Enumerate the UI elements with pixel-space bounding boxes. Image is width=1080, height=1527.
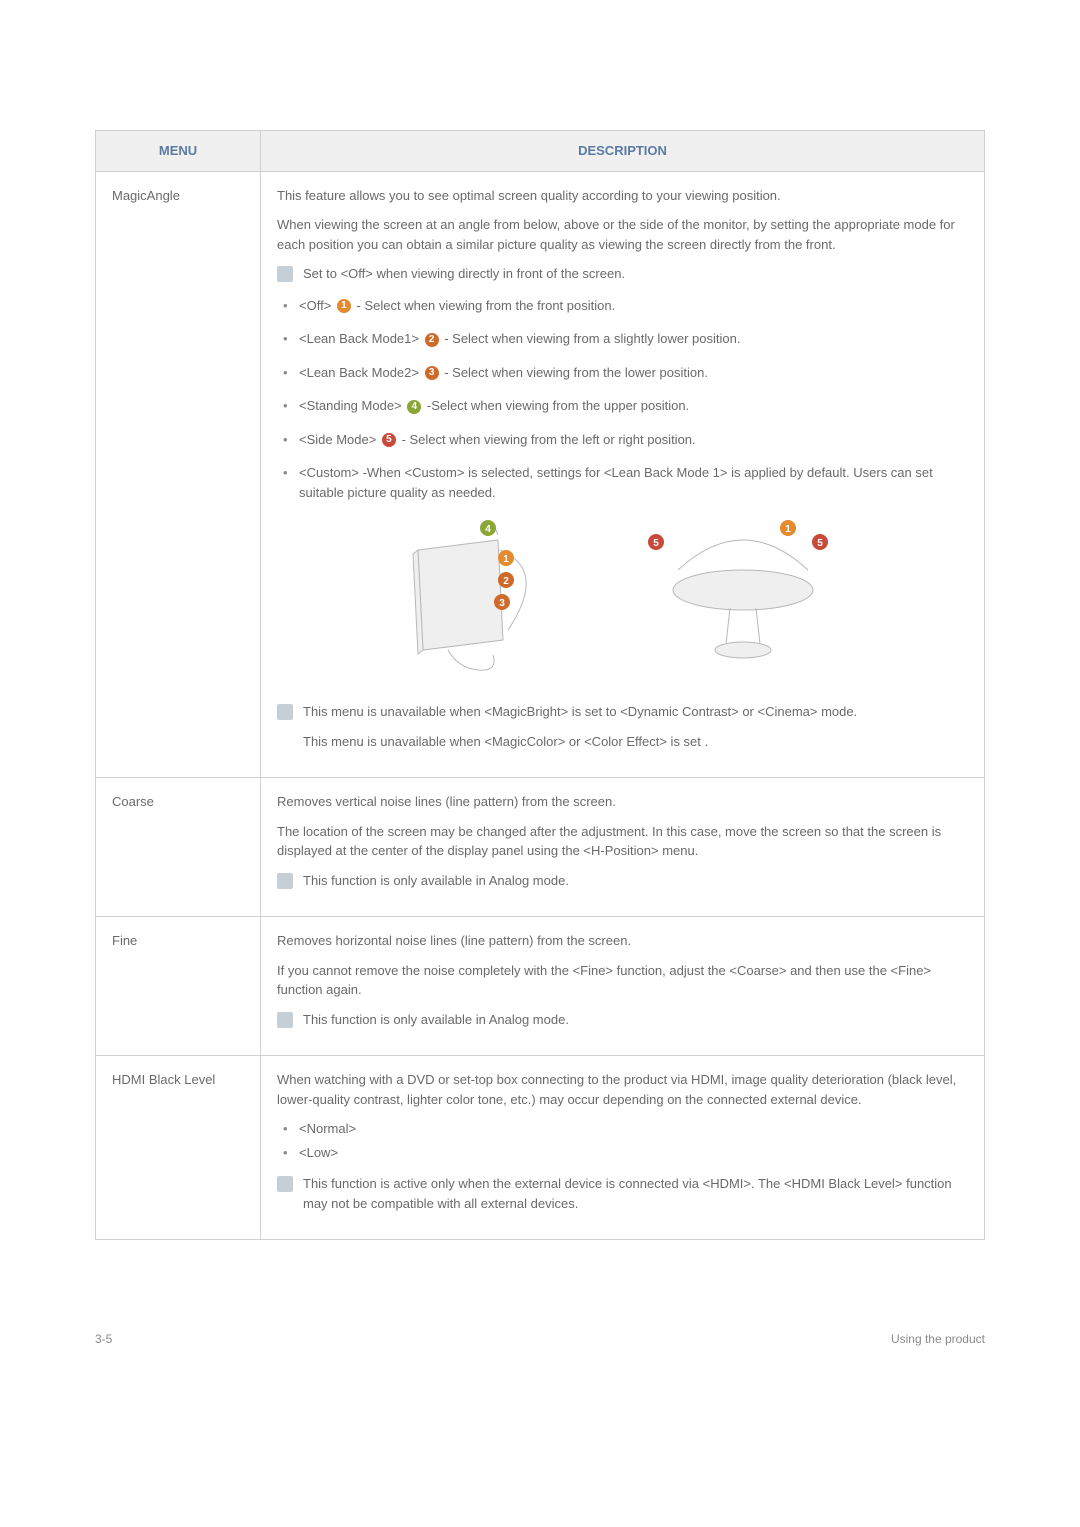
footer-section-title: Using the product — [891, 1330, 985, 1348]
note-text: This menu is unavailable when <MagicColo… — [303, 732, 968, 752]
option-list: <Off> 1 - Select when viewing from the f… — [277, 296, 968, 503]
table-row: MagicAngle This feature allows you to se… — [96, 171, 985, 778]
svg-text:1: 1 — [785, 524, 791, 535]
paragraph: This feature allows you to see optimal s… — [277, 186, 968, 206]
note-text: This function is active only when the ex… — [303, 1174, 968, 1213]
item-text-pre: <Lean Back Mode2> — [299, 365, 423, 380]
note-icon — [277, 1176, 293, 1192]
item-text-pre: <Off> — [299, 298, 335, 313]
svg-text:5: 5 — [653, 538, 659, 549]
paragraph: If you cannot remove the noise completel… — [277, 961, 968, 1000]
badge-icon: 3 — [425, 366, 439, 380]
footer-page-number: 3-5 — [95, 1330, 112, 1348]
svg-text:2: 2 — [503, 576, 509, 587]
menu-label: Fine — [96, 917, 261, 1056]
note: Set to <Off> when viewing directly in fr… — [277, 264, 968, 284]
note-icon — [277, 1012, 293, 1028]
menu-description: This feature allows you to see optimal s… — [261, 171, 985, 778]
list-item: <Off> 1 - Select when viewing from the f… — [281, 296, 968, 316]
svg-text:1: 1 — [503, 554, 509, 565]
badge-icon: 2 — [425, 333, 439, 347]
note: This function is active only when the ex… — [277, 1174, 968, 1213]
menu-description: Removes horizontal noise lines (line pat… — [261, 917, 985, 1056]
menu-label: MagicAngle — [96, 171, 261, 778]
note-icon — [277, 266, 293, 282]
option-list: <Normal> <Low> — [277, 1119, 968, 1162]
table-row: HDMI Black Level When watching with a DV… — [96, 1056, 985, 1240]
menu-description: When watching with a DVD or set-top box … — [261, 1056, 985, 1240]
badge-icon: 1 — [337, 299, 351, 313]
list-item: <Low> — [281, 1143, 968, 1163]
col-header-description: DESCRIPTION — [261, 131, 985, 172]
list-item: <Lean Back Mode1> 2 - Select when viewin… — [281, 329, 968, 349]
note: This menu is unavailable when <MagicBrig… — [277, 702, 968, 751]
list-item: <Side Mode> 5 - Select when viewing from… — [281, 430, 968, 450]
svg-text:3: 3 — [499, 598, 505, 609]
item-text-post: - Select when viewing from the left or r… — [398, 432, 696, 447]
note-text: This function is only available in Analo… — [303, 1010, 968, 1030]
paragraph: The location of the screen may be change… — [277, 822, 968, 861]
diagram-right-icon: 5 1 5 — [638, 520, 848, 680]
paragraph: When watching with a DVD or set-top box … — [277, 1070, 968, 1109]
item-text-pre: <Standing Mode> — [299, 398, 405, 413]
item-text-post: - Select when viewing from the lower pos… — [441, 365, 708, 380]
badge-icon: 4 — [407, 400, 421, 414]
note-text: Set to <Off> when viewing directly in fr… — [303, 264, 968, 284]
menu-label: Coarse — [96, 778, 261, 917]
list-item: <Lean Back Mode2> 3 - Select when viewin… — [281, 363, 968, 383]
menu-label: HDMI Black Level — [96, 1056, 261, 1240]
angle-diagram: 4 1 2 3 5 1 5 — [277, 520, 968, 680]
note-text: This menu is unavailable when <MagicBrig… — [303, 702, 968, 722]
col-header-menu: MENU — [96, 131, 261, 172]
note-icon — [277, 873, 293, 889]
table-row: Fine Removes horizontal noise lines (lin… — [96, 917, 985, 1056]
paragraph: Removes horizontal noise lines (line pat… — [277, 931, 968, 951]
svg-text:4: 4 — [485, 524, 491, 535]
item-text-pre: <Lean Back Mode1> — [299, 331, 423, 346]
note: This function is only available in Analo… — [277, 871, 968, 891]
svg-text:5: 5 — [817, 538, 823, 549]
table-row: Coarse Removes vertical noise lines (lin… — [96, 778, 985, 917]
note: This function is only available in Analo… — [277, 1010, 968, 1030]
paragraph: When viewing the screen at an angle from… — [277, 215, 968, 254]
item-text-post: - Select when viewing from the front pos… — [353, 298, 615, 313]
note-icon — [277, 704, 293, 720]
menu-description: Removes vertical noise lines (line patte… — [261, 778, 985, 917]
menu-description-table: MENU DESCRIPTION MagicAngle This feature… — [95, 130, 985, 1240]
item-text-pre: <Side Mode> — [299, 432, 380, 447]
badge-icon: 5 — [382, 433, 396, 447]
list-item: <Custom> -When <Custom> is selected, set… — [281, 463, 968, 502]
list-item: <Normal> — [281, 1119, 968, 1139]
diagram-left-icon: 4 1 2 3 — [398, 520, 578, 680]
item-text-post: -Select when viewing from the upper posi… — [423, 398, 689, 413]
list-item: <Standing Mode> 4 -Select when viewing f… — [281, 396, 968, 416]
paragraph: Removes vertical noise lines (line patte… — [277, 792, 968, 812]
note-text: This function is only available in Analo… — [303, 871, 968, 891]
item-text-post: - Select when viewing from a slightly lo… — [441, 331, 741, 346]
item-text-pre: <Custom> -When <Custom> is selected, set… — [299, 465, 933, 500]
page-footer: 3-5 Using the product — [95, 1330, 985, 1348]
